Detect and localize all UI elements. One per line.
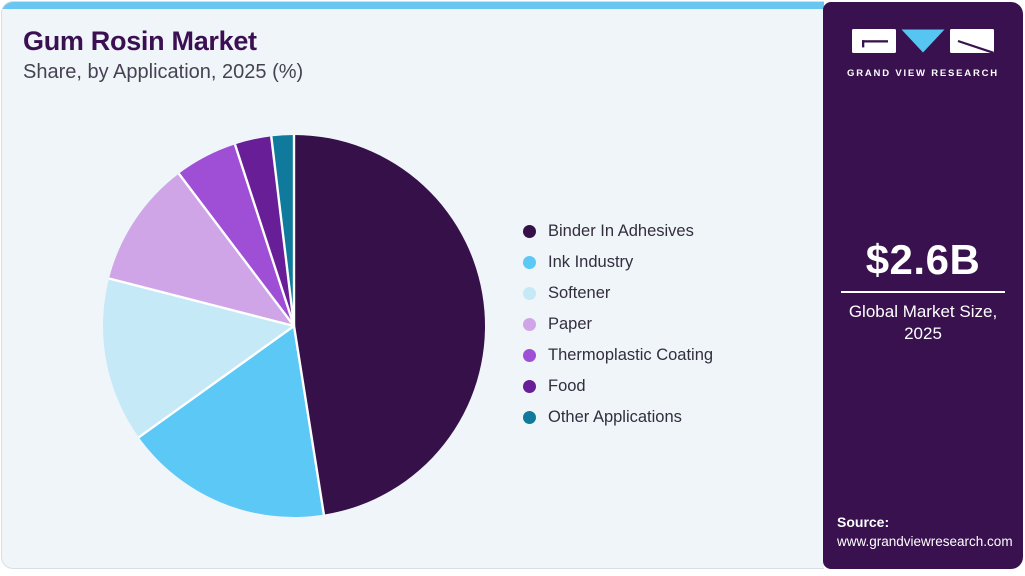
pie-slice-separator [292,325,326,515]
source-label: Source: [837,514,890,531]
legend-label: Paper [548,314,593,333]
legend-swatch-icon [523,317,536,331]
legend-swatch-icon [523,255,536,269]
legend-swatch-icon [523,224,536,238]
page-title: Gum Rosin Market [23,26,257,56]
pie-slice-ink-industry [138,326,324,518]
legend-item: Food [523,377,713,395]
legend-swatch-icon [523,379,536,393]
legend-label: Food [548,376,586,395]
legend: Binder In Adhesives Ink Industry Softene… [523,222,713,439]
pie-slice-thermoplastic-coating [178,144,294,326]
market-size-caption-line1: Global Market Size, [848,302,998,321]
legend-item: Paper [523,315,713,333]
page-subtitle: Share, by Application, 2025 (%) [23,61,304,83]
pie-slice-separator [177,172,295,327]
market-size-block: $2.6B Global Market Size, 2025 [823,236,1023,345]
pie-slice-separator [270,136,296,327]
pie-chart [103,135,486,518]
legend-item: Thermoplastic Coating [523,346,713,364]
brand-name: GRAND VIEW RESEARCH [847,68,999,79]
legend-item: Ink Industry [523,253,713,271]
pie-slice-separator [138,325,295,439]
pie-slice-separator [108,277,295,328]
pie-slice-separator [233,143,296,327]
chart-panel: Gum Rosin Market Share, by Application, … [1,1,824,569]
top-accent-bar [2,2,824,9]
legend-label: Binder In Adhesives [548,221,694,240]
legend-swatch-icon [523,348,536,362]
legend-item: Other Applications [523,408,713,426]
logo-block: GRAND VIEW RESEARCH [823,28,1023,79]
brand-sidebar: GRAND VIEW RESEARCH $2.6B Global Market … [823,2,1023,569]
legend-label: Thermoplastic Coating [548,345,714,364]
grand-view-research-logo-icon [852,29,994,54]
legend-label: Softener [548,283,611,302]
pie-slice-binder-in-adhesives [294,135,486,515]
legend-item: Softener [523,284,713,302]
market-size-caption-line2: 2025 [904,323,942,343]
legend-item: Binder In Adhesives [523,222,713,240]
source-url[interactable]: www.grandviewresearch.com [837,533,1013,549]
pie-slice-softener [103,278,294,438]
market-size-value: $2.6B [865,236,981,283]
legend-swatch-icon [523,410,536,424]
legend-swatch-icon [523,286,536,300]
legend-label: Other Applications [548,407,682,426]
source-block: Source: www.grandviewresearch.com [837,513,1013,551]
legend-label: Ink Industry [548,252,634,271]
divider [841,291,1005,293]
pie-slice-paper [109,173,294,326]
